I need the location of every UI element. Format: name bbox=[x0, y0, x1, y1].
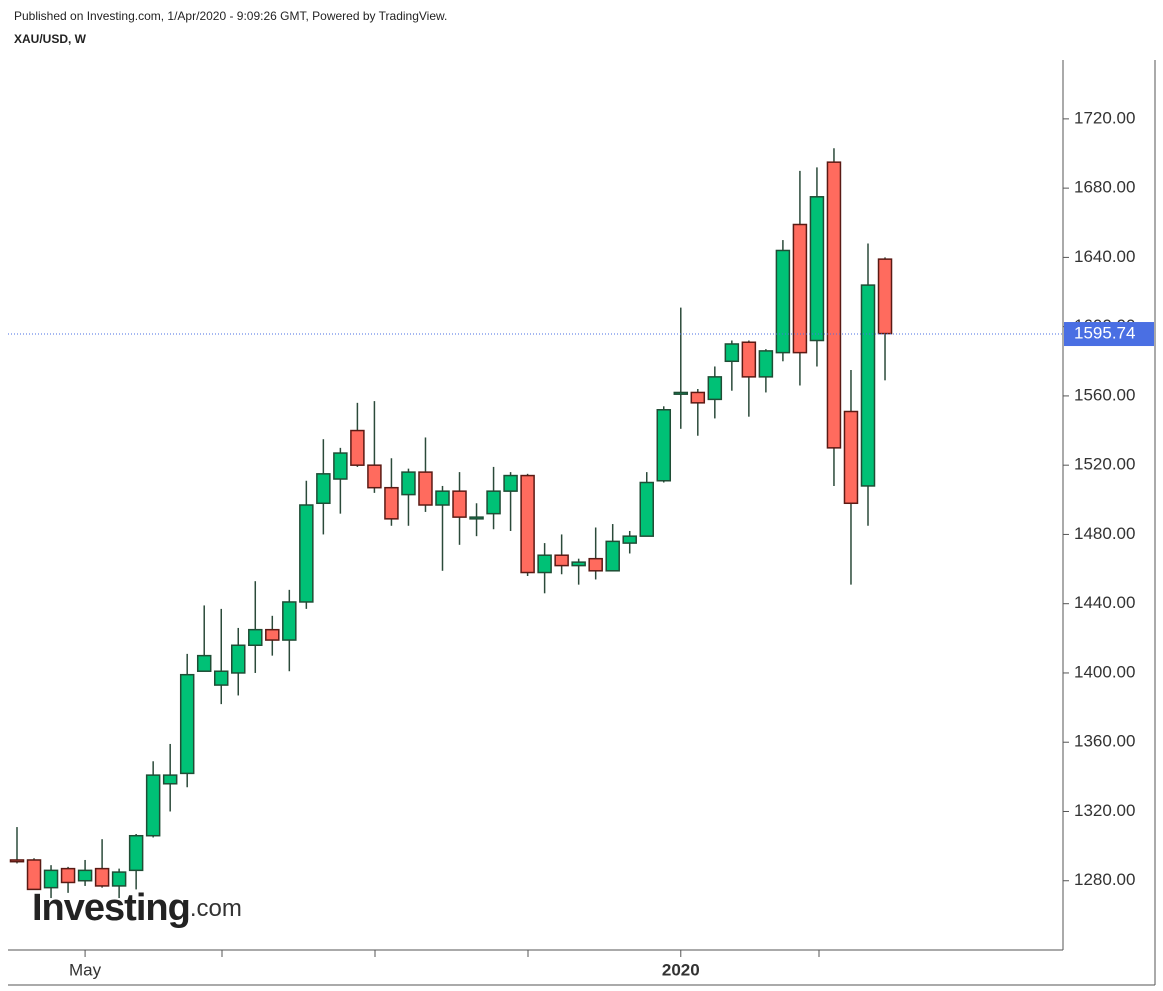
candle-body bbox=[741, 341, 757, 378]
candle-body bbox=[350, 429, 365, 466]
candle-body bbox=[299, 504, 314, 603]
candle-body bbox=[435, 490, 450, 506]
candle-body bbox=[792, 223, 808, 354]
candle-body bbox=[26, 859, 42, 891]
last-price-label: 1595.74 bbox=[1074, 324, 1135, 343]
candle-body bbox=[690, 391, 706, 404]
y-tick-label: 1680.00 bbox=[1074, 178, 1135, 197]
plot bbox=[9, 148, 893, 899]
candle-body bbox=[486, 490, 501, 515]
candle-body bbox=[111, 871, 127, 887]
y-tick-label: 1400.00 bbox=[1074, 662, 1135, 681]
candle-body bbox=[196, 654, 212, 672]
candle-body bbox=[452, 490, 467, 518]
candle-body bbox=[758, 350, 774, 378]
candle-body bbox=[401, 471, 416, 496]
candle-body bbox=[656, 409, 672, 482]
y-tick-label: 1440.00 bbox=[1074, 593, 1135, 612]
candle-body bbox=[77, 869, 93, 882]
candle-body bbox=[145, 774, 161, 837]
candle-body bbox=[248, 628, 263, 647]
candle-body bbox=[707, 376, 723, 401]
candle-body bbox=[384, 486, 399, 520]
candle-body bbox=[333, 452, 348, 480]
candle-body bbox=[213, 670, 229, 686]
y-tick-label: 1360.00 bbox=[1074, 732, 1135, 751]
candle-body bbox=[588, 557, 603, 572]
candle-body bbox=[639, 481, 654, 537]
x-tick-label: 2020 bbox=[662, 960, 700, 979]
candle-body bbox=[537, 554, 552, 574]
logo-suffix: .com bbox=[190, 895, 242, 922]
symbol: XAU/USD, W bbox=[14, 32, 87, 46]
candle-body bbox=[605, 540, 620, 572]
candle-body bbox=[775, 249, 791, 354]
y-tick-label: 1520.00 bbox=[1074, 455, 1135, 474]
y-tick-label: 1560.00 bbox=[1074, 385, 1135, 404]
candle-body bbox=[316, 473, 331, 505]
x-ticks bbox=[221, 950, 820, 957]
candle-body bbox=[60, 867, 76, 884]
y-tick-label: 1320.00 bbox=[1074, 801, 1135, 820]
candle-body bbox=[179, 673, 195, 775]
candle-body bbox=[843, 410, 859, 505]
y-tick-label: 1280.00 bbox=[1074, 870, 1135, 889]
candle-body bbox=[724, 343, 740, 363]
x-tick-label: May bbox=[69, 960, 102, 979]
candle-body bbox=[231, 644, 246, 674]
candle-body bbox=[503, 474, 518, 492]
candle-body bbox=[265, 628, 280, 641]
candle-body bbox=[622, 535, 637, 544]
candle-body bbox=[520, 474, 535, 574]
candle-body bbox=[418, 471, 433, 506]
y-tick-label: 1480.00 bbox=[1074, 524, 1135, 543]
candle-body bbox=[94, 867, 110, 887]
candle-body bbox=[43, 869, 59, 889]
y-tick-label: 1720.00 bbox=[1074, 108, 1135, 127]
candle-body bbox=[673, 391, 689, 395]
candle-body bbox=[469, 516, 484, 520]
last-price-box bbox=[1064, 322, 1154, 347]
candle-body bbox=[367, 464, 382, 489]
candle-body bbox=[9, 859, 25, 863]
y-tick-label: 1640.00 bbox=[1074, 247, 1135, 266]
candle-body bbox=[128, 834, 144, 872]
logo: Investing.com bbox=[32, 887, 242, 929]
candle-body bbox=[162, 774, 178, 785]
candle-body bbox=[809, 196, 825, 342]
candle-body bbox=[860, 284, 876, 487]
published-note: Published on Investing.com, 1/Apr/2020 -… bbox=[14, 9, 447, 23]
candle-body bbox=[571, 561, 586, 567]
candle-body bbox=[877, 258, 893, 335]
candle-body bbox=[282, 601, 297, 641]
candle-body bbox=[826, 161, 842, 449]
logo-brand: Investing bbox=[32, 887, 190, 929]
candle-body bbox=[554, 554, 569, 567]
